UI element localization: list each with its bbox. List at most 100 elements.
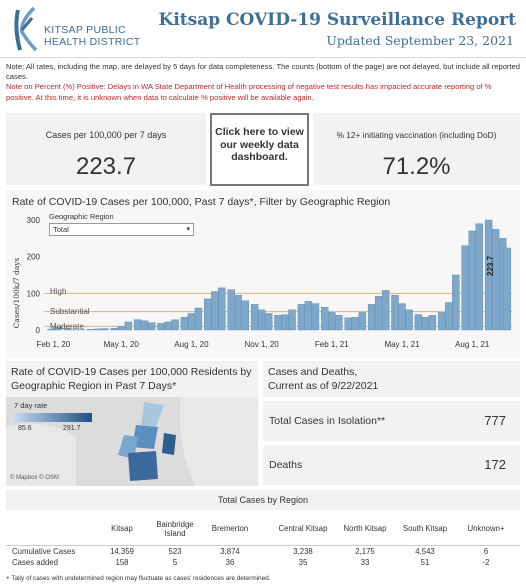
region-table-title: Total Cases by Region [217,495,309,505]
table-divider [6,545,520,546]
rate-bar[interactable] [367,304,376,331]
rate-bar[interactable] [250,304,259,331]
rate-bar[interactable] [421,316,430,331]
rate-bar[interactable] [54,326,62,331]
rate-bar[interactable] [414,314,423,331]
rate-chart-title: Rate of COVID-19 Cases per 100,000, Past… [12,196,391,208]
table-cell: 5 [172,558,178,567]
table-cell: 35 [298,558,308,567]
rate-bar[interactable] [503,247,512,331]
rate-bar[interactable] [171,319,179,331]
rate-bar[interactable] [398,303,406,331]
y-tick-label: 100 [27,289,41,298]
rate-bar[interactable] [117,326,125,331]
rate-bar[interactable] [281,314,289,331]
map-region-central[interactable] [132,425,158,449]
cases-deaths-title: Cases and Deaths, Current as of 9/22/202… [268,365,378,393]
vaccination-label: % 12+ initiating vaccination (including … [336,130,497,140]
rate-bar[interactable] [257,309,266,331]
rate-bar[interactable] [428,315,437,331]
rate-bar[interactable] [133,319,142,331]
x-tick-label: Aug 1, 21 [455,340,490,349]
rate-bar[interactable] [94,328,102,331]
rate-bar[interactable] [211,291,219,331]
rate-bar[interactable] [461,245,469,331]
rate-bar[interactable] [288,309,296,331]
rate-bar[interactable] [63,328,72,331]
isolation-value: 777 [484,413,506,428]
band-moderate-label: Moderate [50,322,84,331]
rate-bar[interactable] [101,328,109,331]
rate-bar[interactable] [164,321,172,331]
rate-bar[interactable] [358,312,366,331]
column-header: Bremerton [211,524,249,534]
rate-bar[interactable] [468,230,476,331]
table-cell: 523 [168,547,182,556]
rate-bar[interactable] [452,274,460,331]
map-region-bainbridge[interactable] [162,433,176,455]
rate-bar[interactable] [304,301,313,331]
rate-bar[interactable] [321,307,329,331]
rate-bar[interactable] [140,320,149,331]
rate-bar[interactable] [218,287,226,331]
band-high-label: High [50,287,66,296]
cases-rate-value: 223.7 [75,153,137,180]
rate-bar[interactable] [87,329,95,331]
table-cell: 4,543 [415,547,435,556]
deaths-row: Deaths 172 [263,445,520,485]
region-filter-select[interactable]: Total ▾ [49,223,194,236]
rate-bar[interactable] [180,316,189,331]
rate-bar[interactable] [374,296,383,331]
rate-bar[interactable] [147,322,156,331]
map-region-south[interactable] [128,451,158,481]
rate-bar[interactable] [438,312,446,331]
kphd-logo: KITSAP PUBLIC HEALTH DISTRICT [10,6,150,54]
rate-bar[interactable] [204,298,212,331]
rate-bar[interactable] [344,317,352,331]
rate-bar[interactable] [475,223,483,331]
rate-bar[interactable] [311,303,320,331]
region-table-header: Total Cases by Region [6,490,520,510]
table-cell: 33 [360,558,370,567]
rate-bar[interactable] [391,294,399,331]
rate-bar[interactable] [491,228,500,331]
rate-bar[interactable] [227,289,235,331]
rate-bar[interactable] [110,327,118,331]
weekly-dashboard-button[interactable]: Click here to view our weekly data dashb… [210,113,309,186]
logo-line-1: KITSAP PUBLIC [44,24,126,36]
table-cell: 6 [483,547,489,556]
rate-bar[interactable] [124,321,132,331]
rate-bar[interactable] [157,323,165,331]
table-cell: 36 [225,558,235,567]
report-header: KITSAP PUBLIC HEALTH DISTRICT Kitsap COV… [0,0,526,58]
rate-bar[interactable] [274,315,282,331]
rate-bar[interactable] [335,315,343,331]
table-cell: 3,874 [220,547,240,556]
rate-bar[interactable] [381,290,390,331]
rate-bar[interactable] [241,300,249,331]
rate-bar[interactable] [297,304,306,331]
rate-bar[interactable] [234,294,242,331]
x-tick-label: Nov 1, 20 [244,340,279,349]
rate-bar[interactable] [187,313,196,331]
region-map[interactable]: 7 day rate 85.6 291.7 © Mapbox © OSM [6,397,258,486]
kitsap-map [6,397,258,486]
rate-bar[interactable] [264,313,273,331]
updated-date: Updated September 23, 2021 [326,33,514,48]
rate-bar[interactable] [445,302,453,331]
notes: Note: All rates, including the map, are … [6,62,520,103]
kphd-logo-icon [14,6,38,52]
table-cell: 51 [420,558,430,567]
y-tick-label: 300 [27,216,41,225]
rate-bar[interactable] [328,312,336,331]
deaths-label: Deaths [269,459,303,471]
cases-deaths-header: Cases and Deaths, Current as of 9/22/202… [263,361,520,397]
map-attribution[interactable]: © Mapbox © OSM [10,475,59,481]
map-region-north[interactable] [141,402,164,427]
rate-bar[interactable] [194,307,203,331]
table-cell: -2 [482,558,490,567]
rate-bar[interactable] [351,316,359,331]
region-filter-label: Geographic Region [49,212,114,221]
rate-bar[interactable] [405,309,413,331]
column-header: Bainbridge Island [156,519,194,539]
